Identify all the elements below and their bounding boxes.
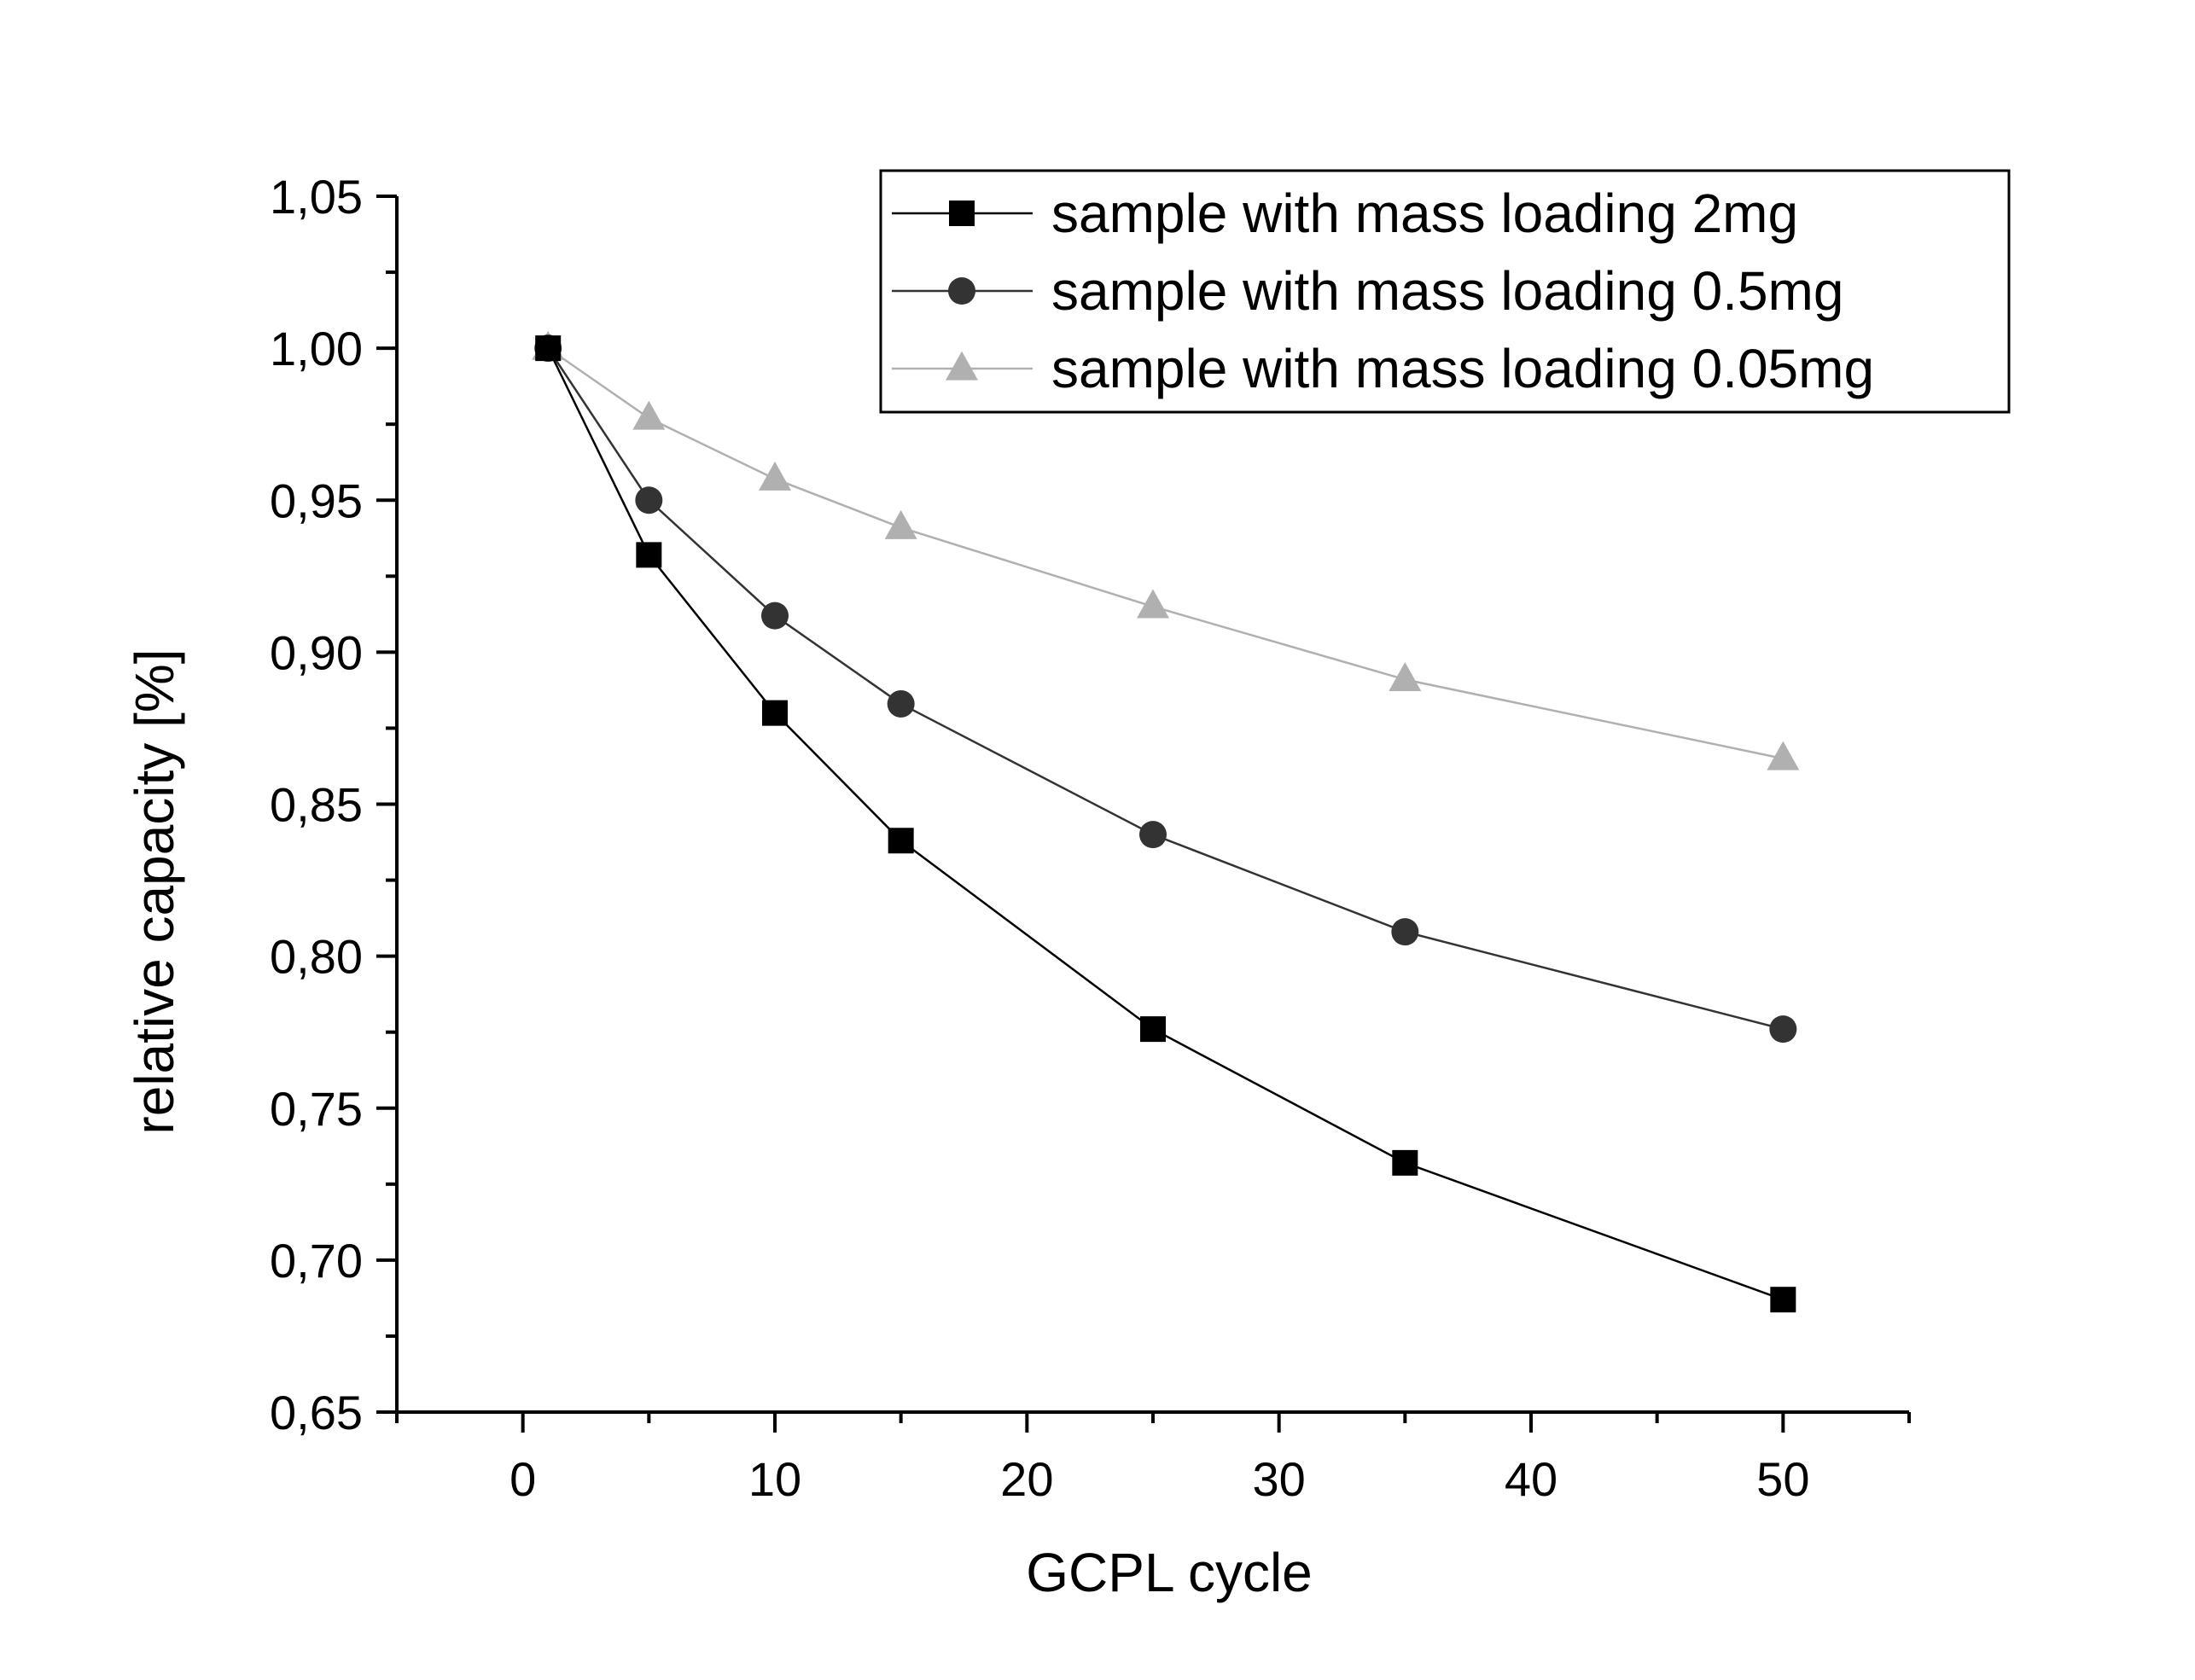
legend-box — [879, 169, 2011, 414]
data-point-triangle — [759, 461, 791, 491]
axes: 0,65 0,70 0,75 0,80 0,85 0,90 0,95 1,00 1,05 0 10 2… — [270, 170, 1911, 1506]
y-tick-label: 0,95 — [270, 474, 363, 527]
series-line — [547, 347, 1784, 1031]
legend-label: sample with mass loading 0.05mg — [1051, 338, 1874, 399]
data-point-triangle — [1137, 589, 1169, 619]
data-point-square — [888, 828, 914, 854]
data-point-circle — [1139, 821, 1167, 849]
legend-marker-circle — [948, 277, 975, 305]
y-tick-label: 1,00 — [270, 322, 363, 375]
y-axis-title: relative capacity [%] — [124, 648, 185, 1134]
series-line — [547, 347, 1784, 1301]
legend: sample with mass loading 2mg sample with … — [879, 169, 2011, 414]
y-tick-label: 0,80 — [270, 930, 363, 984]
data-point-square — [1140, 1016, 1166, 1043]
y-tick-label: 0,65 — [270, 1386, 363, 1439]
y-tick-label: 0,75 — [270, 1082, 363, 1136]
legend-marker-square — [949, 201, 975, 226]
series-square — [535, 335, 1796, 1313]
legend-label: sample with mass loading 0.5mg — [1051, 260, 1843, 322]
y-tick-label: 0,70 — [270, 1234, 363, 1288]
data-point-square — [762, 700, 788, 726]
data-point-square — [1392, 1149, 1418, 1176]
series-triangle — [532, 330, 1800, 770]
data-point-triangle — [884, 509, 917, 539]
legend-entry: sample with mass loading 0.5mg — [892, 260, 1843, 322]
x-tick-label: 30 — [1253, 1452, 1306, 1506]
data-point-square — [636, 542, 662, 568]
data-point-triangle — [1767, 741, 1800, 770]
y-tick-label: 0,85 — [270, 778, 363, 832]
y-tick-label: 0,90 — [270, 625, 363, 679]
x-axis-title: GCPL cycle — [1026, 1542, 1313, 1603]
x-tick-label: 0 — [509, 1452, 536, 1506]
data-point-circle — [635, 486, 663, 514]
legend-entry: sample with mass loading 0.05mg — [892, 338, 1874, 399]
data-point-triangle — [1389, 662, 1422, 692]
x-tick-label: 20 — [1000, 1452, 1053, 1506]
series-circle — [534, 334, 1797, 1043]
data-point-square — [535, 335, 562, 362]
data-point-circle — [761, 602, 789, 630]
legend-entry: sample with mass loading 2mg — [892, 183, 1798, 244]
x-tick-label: 40 — [1505, 1452, 1557, 1506]
legend-marker-triangle — [946, 351, 978, 381]
x-tick-label: 50 — [1756, 1452, 1809, 1506]
data-point-circle — [887, 689, 915, 718]
x-tick-label: 10 — [748, 1452, 801, 1506]
legend-label: sample with mass loading 2mg — [1051, 183, 1798, 244]
plot-area — [532, 330, 1800, 1313]
data-point-square — [1770, 1287, 1796, 1313]
y-tick-label: 1,05 — [270, 170, 363, 224]
data-point-circle — [1391, 918, 1419, 946]
data-point-triangle — [632, 400, 666, 430]
data-point-circle — [1769, 1015, 1797, 1043]
